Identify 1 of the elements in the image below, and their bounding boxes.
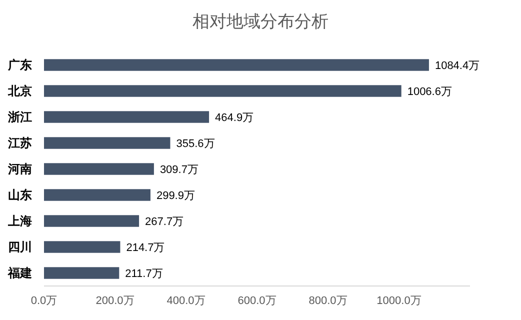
title: 相对地域分布分析 [192,12,328,31]
